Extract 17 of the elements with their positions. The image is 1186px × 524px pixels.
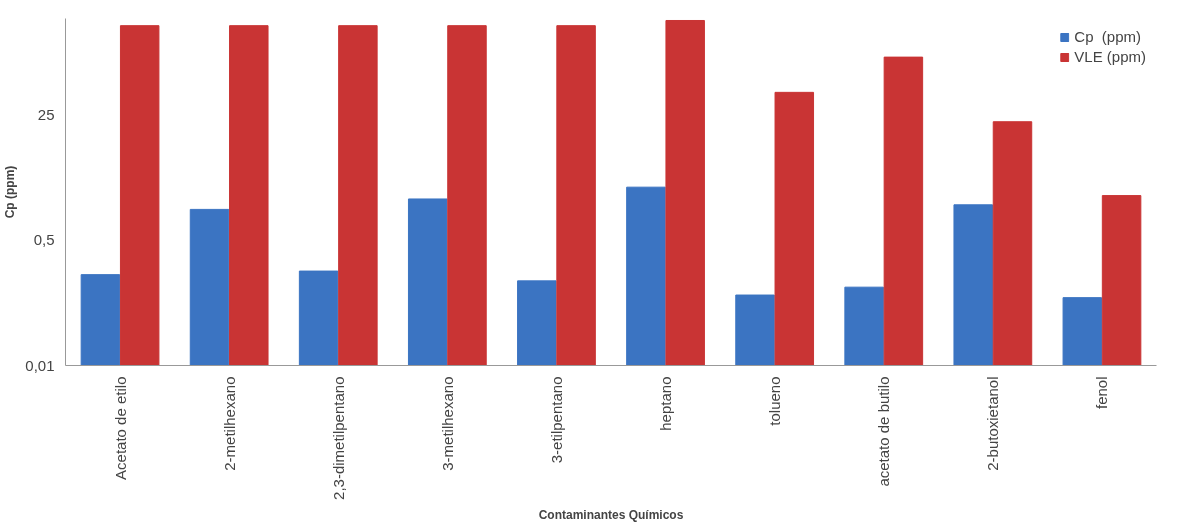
x-tick-label: acetato de butilo <box>875 376 893 487</box>
y-tick-label: 25 <box>37 105 55 123</box>
y-tick-label: 0,01 <box>25 356 55 374</box>
x-tick-label: heptano <box>657 376 675 431</box>
x-tick-label: 3-metilhexano <box>438 376 456 471</box>
x-axis-title: Contaminantes Químicos <box>538 507 684 522</box>
x-tick-label: fenol <box>1093 376 1111 410</box>
x-tick-label: Acetato de etilo <box>111 376 129 480</box>
x-tick-label: 2,3-dimetilpentano <box>329 376 347 500</box>
x-tick-label: 2-metilhexano <box>220 376 238 471</box>
legend-label: VLE (ppm) <box>1074 48 1146 65</box>
x-tick-label: 2-butoxietanol <box>984 376 1002 471</box>
x-tick-label: tolueno <box>766 376 784 426</box>
y-axis-title: Cp (ppm) <box>3 165 18 219</box>
x-tick-label: 3-etilpentano <box>547 376 565 464</box>
legend-label: Cp (ppm) <box>1074 28 1141 45</box>
y-tick-label: 0,5 <box>33 231 55 249</box>
